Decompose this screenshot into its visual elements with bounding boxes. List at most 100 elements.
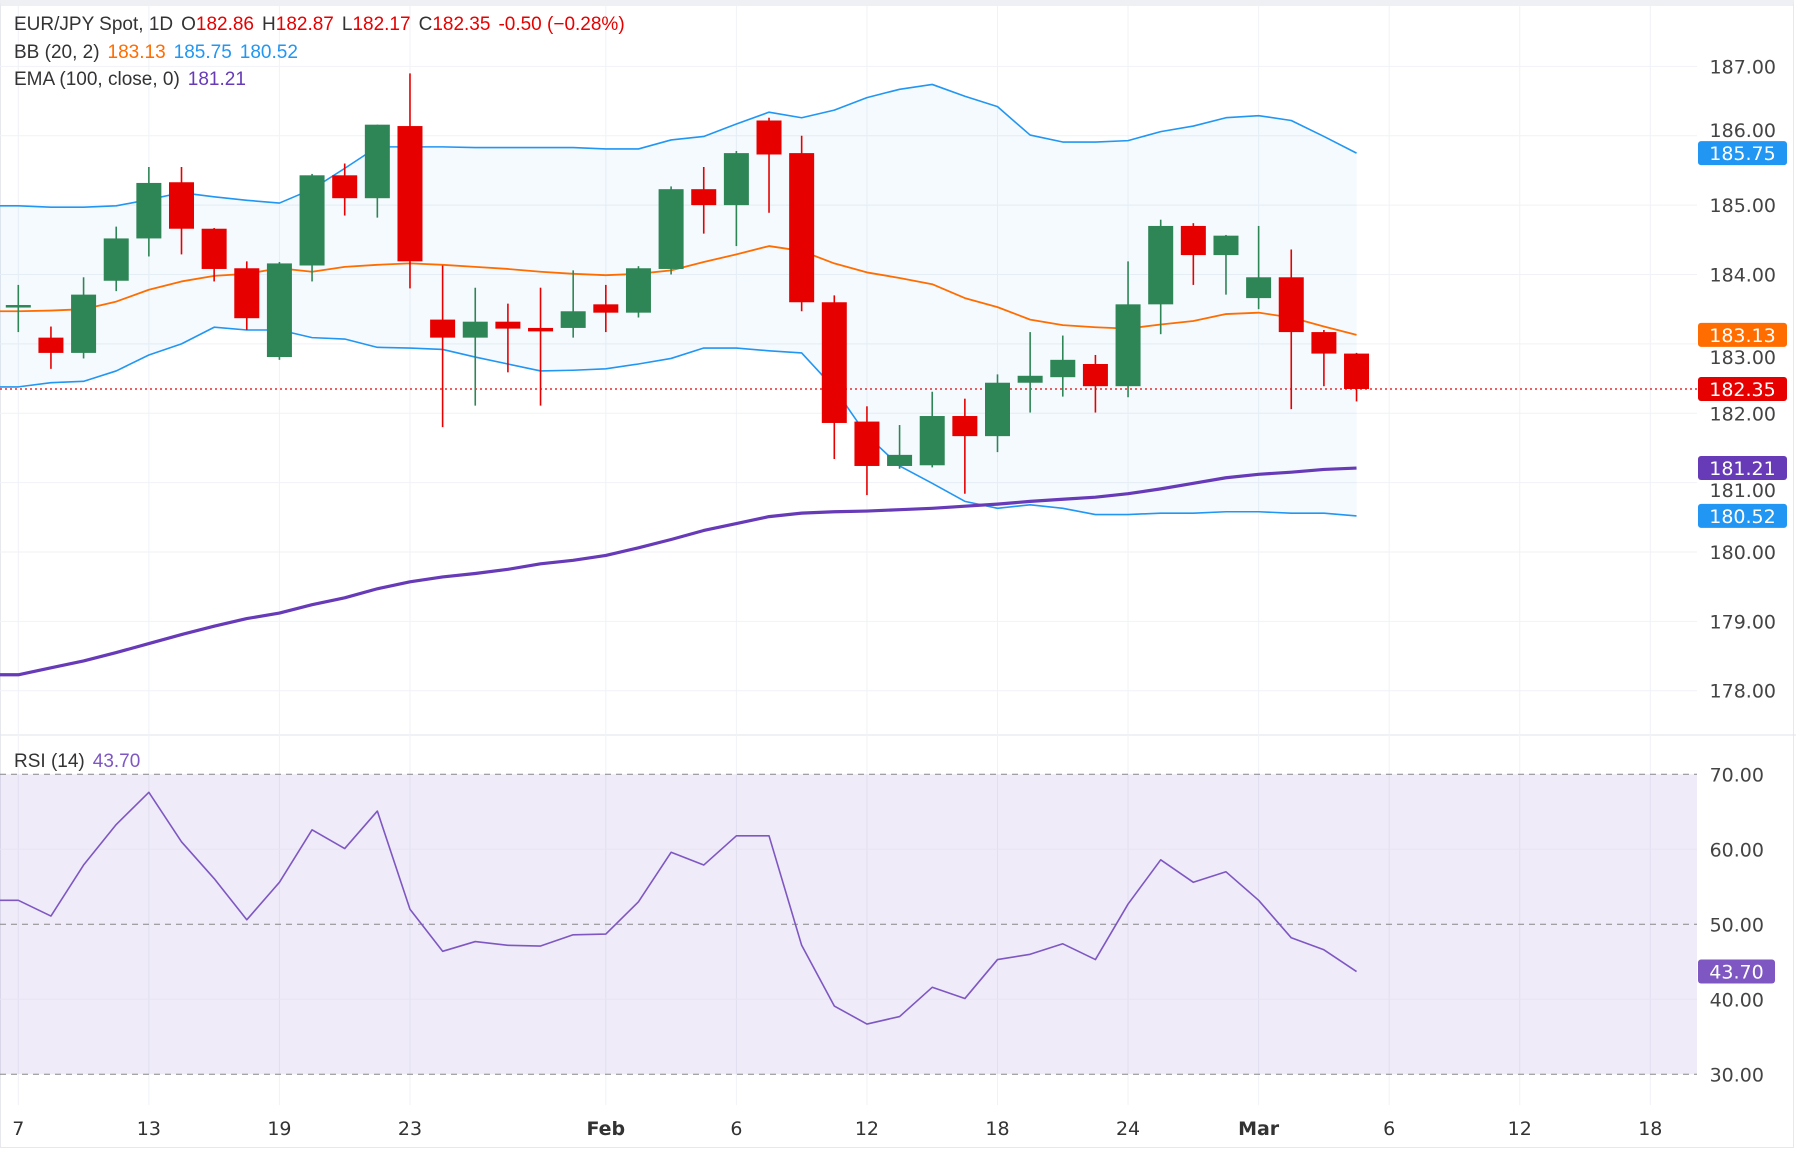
candle	[1082, 354, 1108, 413]
candle	[1017, 332, 1043, 413]
candle	[593, 284, 619, 333]
candle-body	[1344, 353, 1370, 389]
candle	[103, 226, 129, 292]
close-value: 182.35	[432, 14, 491, 35]
candle	[985, 374, 1010, 453]
candle	[1115, 261, 1141, 398]
bb-upper-line	[0, 83, 1357, 209]
candle	[789, 135, 815, 312]
candle	[169, 166, 194, 255]
x-tick-label: 12	[855, 1118, 879, 1140]
candle-body	[1278, 277, 1304, 333]
candle-body	[756, 120, 782, 155]
x-tick-label: Feb	[586, 1118, 625, 1140]
candle-body	[1148, 225, 1174, 305]
ema-legend[interactable]: EMA (100, close, 0) 181.21	[14, 69, 254, 91]
x-tick-label: 7	[12, 1118, 24, 1140]
candle-body	[952, 416, 978, 437]
candle-body	[299, 175, 325, 266]
candle	[1344, 352, 1370, 402]
bb-lower-line	[0, 326, 1357, 517]
candle	[625, 266, 651, 318]
x-tick-label: 23	[398, 1118, 422, 1140]
candle	[1311, 330, 1337, 387]
candle	[756, 117, 782, 213]
candle	[1148, 219, 1174, 335]
candle-body	[1246, 277, 1272, 299]
candle	[821, 295, 847, 460]
candle	[234, 261, 260, 331]
candle	[495, 303, 521, 373]
close-label: C	[418, 14, 433, 35]
ema-value: 181.21	[187, 69, 246, 90]
candle-body	[625, 268, 651, 313]
rsi-tag-bg	[1698, 959, 1775, 984]
candle	[691, 166, 717, 234]
ohlc-legend: EUR/JPY Spot, 1D O182.86 H182.87 L182.17 C18…	[14, 14, 633, 36]
price-tag-bg	[1698, 376, 1787, 401]
candle-body	[136, 182, 162, 239]
y-tick-label: 181.00	[1710, 480, 1776, 502]
candle	[919, 391, 945, 468]
price-tag-bg	[1698, 503, 1787, 528]
y-tick-label: 179.00	[1710, 611, 1776, 633]
y-tick-label: 178.00	[1710, 681, 1776, 703]
price-tag: 183.13	[1709, 325, 1775, 347]
candle-body	[919, 416, 945, 466]
x-tick-label: 12	[1508, 1118, 1532, 1140]
candle	[299, 173, 325, 282]
rsi-y-tick-label: 50.00	[1710, 914, 1764, 936]
bb-label: BB (20, 2)	[14, 42, 100, 63]
bb-legend[interactable]: BB (20, 2) 183.13 185.75 180.52	[14, 42, 306, 64]
candle	[560, 270, 586, 338]
candle	[430, 265, 456, 428]
bb-lower-value: 180.52	[239, 42, 298, 63]
x-tick-label: 18	[985, 1118, 1009, 1140]
bb-upper-value: 185.75	[173, 42, 232, 63]
candle-body	[528, 327, 554, 332]
x-tick-label: 13	[137, 1118, 161, 1140]
candle-body	[985, 382, 1010, 437]
y-tick-label: 183.00	[1710, 347, 1776, 369]
candle	[462, 287, 488, 406]
ema-label: EMA (100, close, 0)	[14, 69, 180, 90]
candle-body	[1017, 375, 1043, 383]
change-value: -0.50 (−0.28%)	[498, 14, 625, 35]
rsi-legend[interactable]: RSI (14) 43.70	[14, 751, 148, 773]
price-tag: 180.52	[1709, 506, 1775, 528]
candle	[854, 406, 880, 496]
candle-body	[1115, 304, 1141, 387]
candle	[397, 73, 423, 289]
candle-body	[789, 153, 815, 303]
candle	[136, 166, 162, 257]
candle-body	[397, 126, 423, 262]
candle-body	[71, 294, 97, 353]
candle-body	[430, 319, 456, 338]
rsi-y-tick-label: 30.00	[1710, 1064, 1764, 1086]
candle-body	[821, 302, 847, 423]
rsi-tag: 43.70	[1709, 962, 1763, 984]
candle-body	[593, 304, 619, 313]
y-tick-label: 180.00	[1710, 542, 1776, 564]
candle	[1278, 249, 1304, 410]
high-value: 182.87	[275, 14, 334, 35]
candle-body	[234, 268, 260, 319]
rsi-line	[0, 791, 1357, 1025]
candle	[952, 398, 978, 494]
candle-body	[887, 454, 913, 466]
symbol-label[interactable]: EUR/JPY Spot, 1D	[14, 14, 174, 35]
price-tag-bg	[1698, 456, 1787, 481]
candle	[38, 326, 64, 369]
rsi-y-tick-label: 60.00	[1710, 839, 1764, 861]
y-tick-label: 185.00	[1710, 195, 1776, 217]
rsi-y-tick-label: 40.00	[1710, 989, 1764, 1011]
x-tick-label: 6	[730, 1118, 742, 1140]
candle	[1246, 225, 1272, 310]
rsi-value: 43.70	[92, 751, 141, 772]
candle-body	[103, 238, 129, 281]
candle-body	[1311, 332, 1337, 354]
candle	[658, 186, 684, 275]
price-tag-bg	[1698, 322, 1787, 347]
